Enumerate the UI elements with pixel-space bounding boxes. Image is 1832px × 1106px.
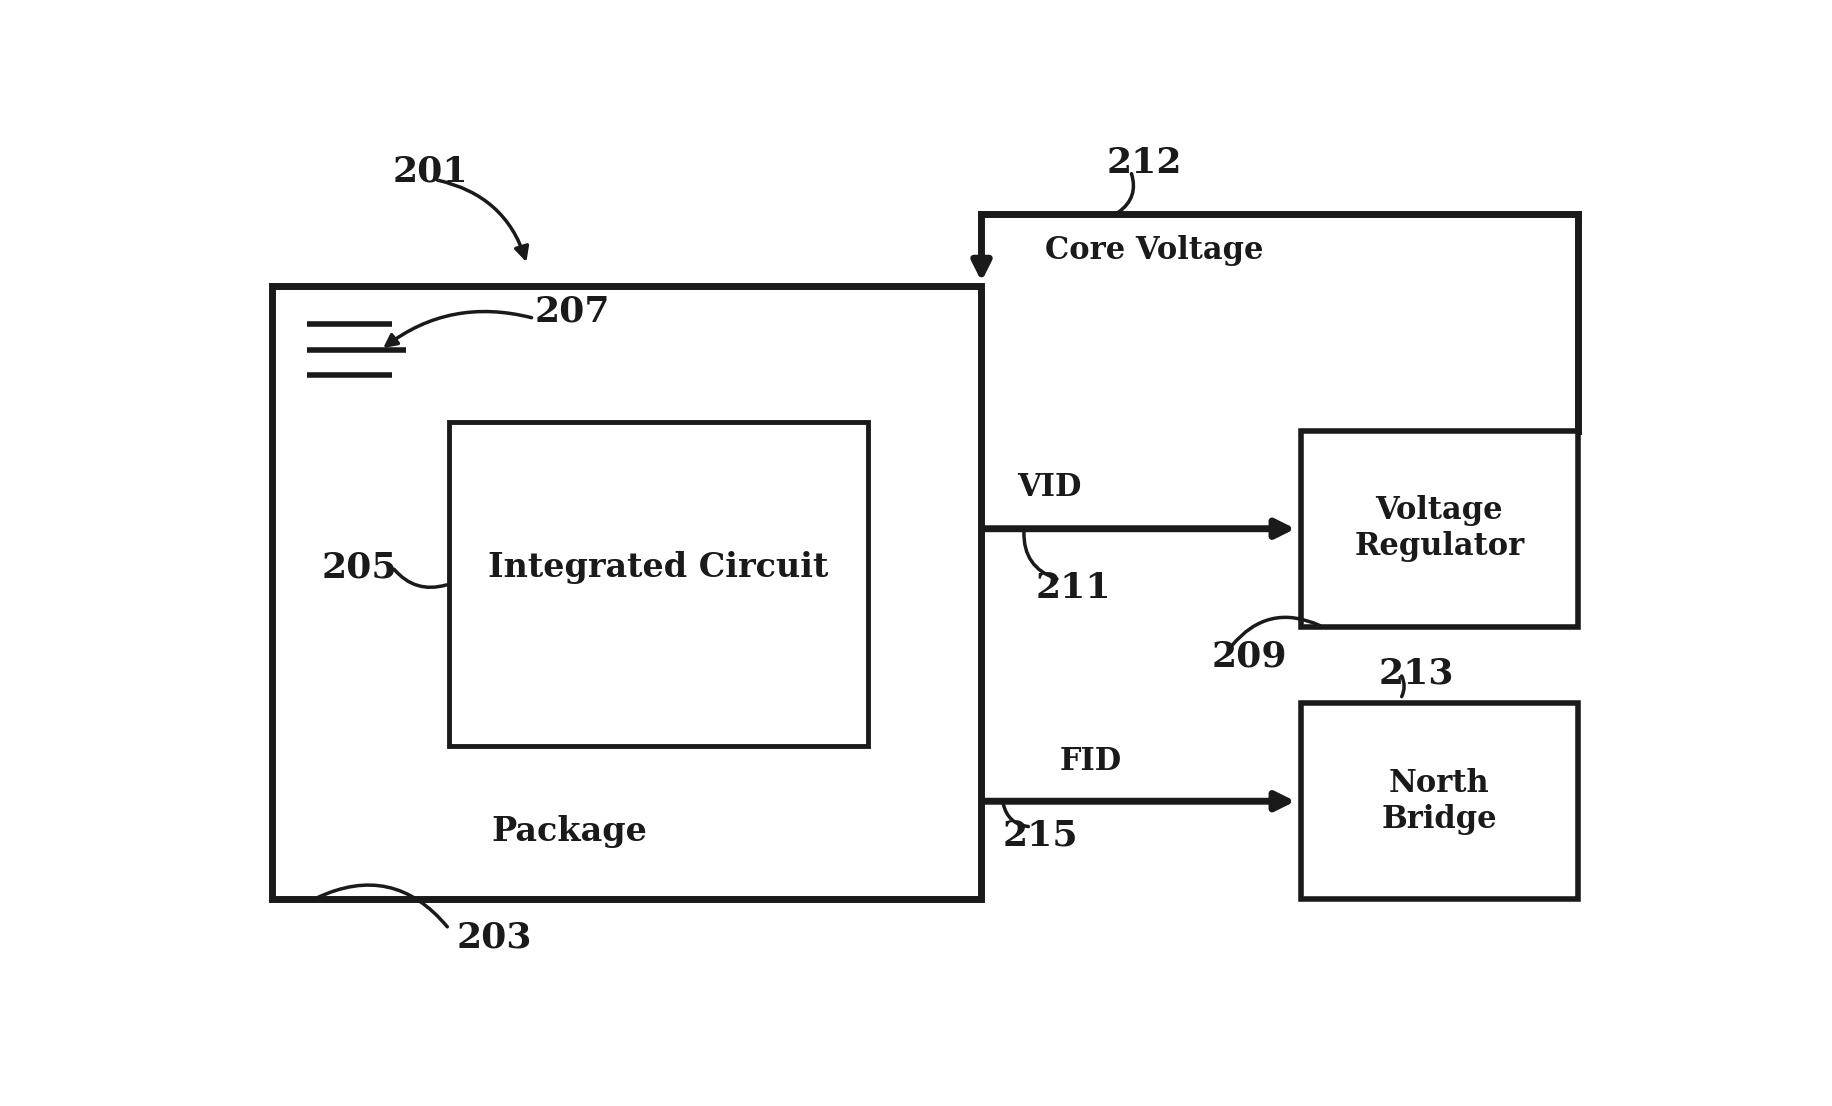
- Text: 203: 203: [456, 920, 531, 954]
- Text: North
Bridge: North Bridge: [1381, 768, 1497, 835]
- Text: 211: 211: [1035, 572, 1110, 605]
- Text: Core Voltage: Core Voltage: [1046, 234, 1264, 265]
- Bar: [449, 422, 868, 745]
- Text: 215: 215: [1002, 818, 1079, 853]
- Text: 209: 209: [1211, 639, 1288, 674]
- Text: 207: 207: [535, 294, 610, 328]
- Bar: [1301, 703, 1577, 899]
- Text: Voltage
Regulator: Voltage Regulator: [1354, 495, 1524, 562]
- Text: 213: 213: [1379, 657, 1455, 690]
- Text: 205: 205: [321, 550, 398, 584]
- Text: Package: Package: [491, 814, 649, 847]
- Bar: [1301, 431, 1577, 627]
- Text: FID: FID: [1059, 747, 1121, 778]
- Bar: [271, 286, 982, 899]
- Text: 201: 201: [392, 154, 467, 188]
- Text: Integrated Circuit: Integrated Circuit: [489, 551, 828, 584]
- Text: VID: VID: [1017, 472, 1081, 503]
- Text: 212: 212: [1107, 146, 1182, 179]
